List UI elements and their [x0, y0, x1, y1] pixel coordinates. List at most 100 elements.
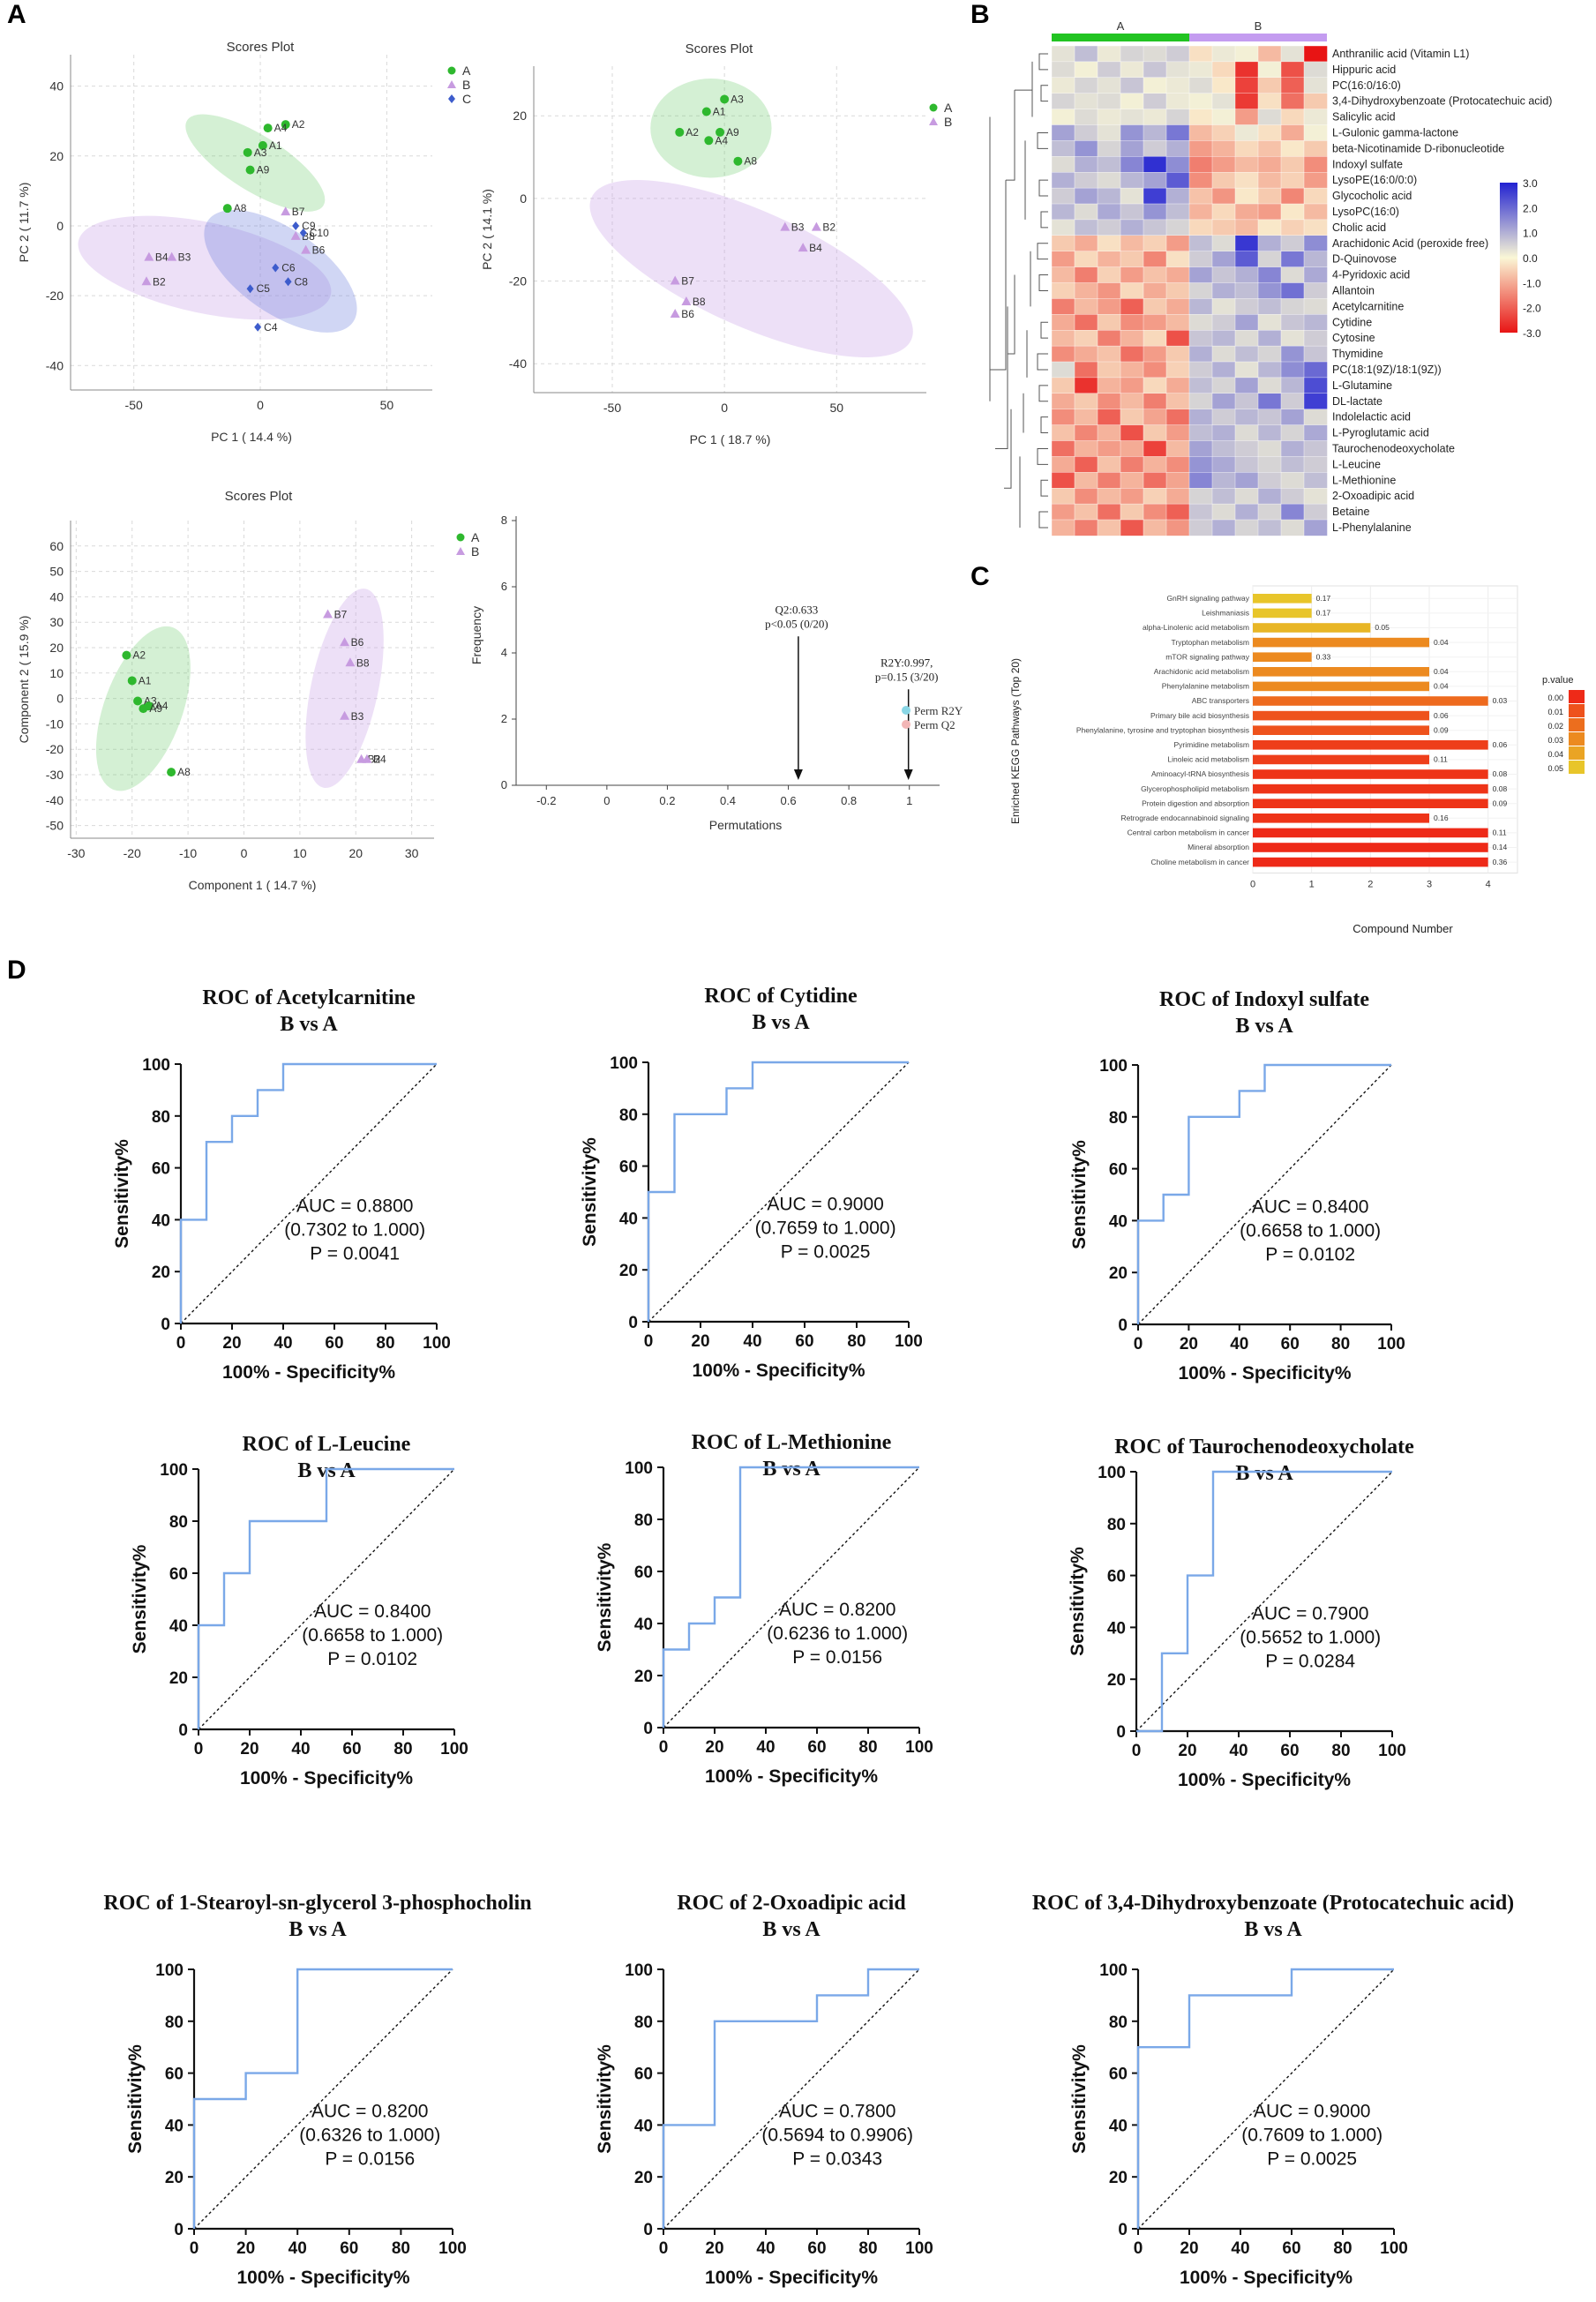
- heatmap-cell: [1257, 345, 1282, 363]
- heatmap-cell: [1280, 330, 1305, 347]
- y-tick-label: 60: [1107, 1568, 1126, 1586]
- heatmap-cell: [1143, 124, 1167, 142]
- heatmap-cell: [1074, 45, 1098, 63]
- heatmap-cell: [1303, 424, 1328, 442]
- dendrogram-branch: [1037, 447, 1048, 465]
- confidence-ellipse-B: [589, 180, 913, 357]
- heatmap-cell: [1143, 503, 1167, 521]
- roc-title: ROC of Taurochenodeoxycholate: [1114, 1436, 1414, 1458]
- x-axis-label: 100% - Specificity%: [1178, 1770, 1351, 1790]
- heatmap-cell: [1097, 440, 1121, 458]
- roc-title: ROC of Indoxyl sulfate: [1159, 988, 1369, 1011]
- heatmap-cell: [1211, 472, 1236, 489]
- point-A9: [139, 704, 148, 714]
- bar: [1253, 799, 1488, 808]
- heatmap-cell: [1280, 109, 1305, 126]
- heatmap-cell: [1165, 377, 1190, 394]
- bar-value-label: 0.09: [1493, 799, 1508, 807]
- roc-curve: [647, 1061, 909, 1322]
- y-tick-label: 100: [142, 1056, 170, 1075]
- heatmap-cell: [1257, 440, 1282, 458]
- dendrogram-branch: [1038, 385, 1048, 402]
- heatmap-cell: [1234, 203, 1259, 221]
- dendrogram-branch: [1040, 85, 1048, 102]
- category-label: Tryptophan metabolism: [1171, 638, 1249, 647]
- heatmap-cell: [1120, 519, 1144, 536]
- heatmap-cell: [1097, 298, 1121, 315]
- point-label: B2: [153, 275, 166, 288]
- row-label: L-Phenylalanine: [1332, 521, 1412, 534]
- heatmap-cell: [1074, 109, 1098, 126]
- heatmap-cell: [1165, 393, 1190, 410]
- point-label: A1: [713, 106, 726, 118]
- heatmap-cell: [1143, 440, 1167, 458]
- heatmap-cell: [1074, 251, 1098, 268]
- y-tick-label: 0: [1116, 1723, 1126, 1742]
- heatmap-cell: [1234, 488, 1259, 505]
- category-label: Arachidonic acid metabolism: [1154, 667, 1249, 676]
- heatmap-cell: [1143, 61, 1167, 79]
- auc-value: AUC = 0.7900: [1252, 1604, 1369, 1624]
- bar: [1253, 594, 1312, 604]
- colorbar-tick: -1.0: [1523, 277, 1541, 289]
- heatmap-cell: [1165, 282, 1190, 300]
- row-label: Arachidonic Acid (peroxide free): [1332, 237, 1488, 250]
- y-tick-label: 40: [169, 1617, 188, 1636]
- heatmap-cell: [1188, 156, 1213, 173]
- x-tick-label: 80: [847, 1332, 865, 1351]
- row-label: Cytidine: [1332, 316, 1372, 328]
- roc-curve: [1136, 1063, 1391, 1324]
- heatmap-cell: [1257, 298, 1282, 315]
- heatmap-cell: [1074, 203, 1098, 221]
- dendrogram-branch: [989, 116, 1015, 489]
- heatmap-cell: [1051, 377, 1075, 394]
- heatmap-cell: [1188, 140, 1213, 157]
- legend-label: Perm Q2: [914, 718, 955, 731]
- legend-swatch: [1569, 690, 1585, 703]
- dendrogram-branch: [1040, 321, 1048, 339]
- roc-title: ROC of L-Leucine: [243, 1433, 411, 1456]
- heatmap-cell: [1188, 361, 1213, 379]
- heatmap-cell: [1211, 519, 1236, 536]
- auc-ci: (0.6658 to 1.000): [1240, 1221, 1381, 1241]
- y-tick-label: 20: [634, 1668, 653, 1686]
- x-axis-label: 100% - Specificity%: [1178, 1363, 1351, 1383]
- bar-value-label: 0.03: [1493, 696, 1508, 705]
- heatmap-cell: [1165, 251, 1190, 268]
- x-tick-label: 100: [905, 1738, 933, 1757]
- heatmap-cell: [1188, 424, 1213, 442]
- p-value: P = 0.0284: [1265, 1652, 1355, 1672]
- point-label: B3: [351, 710, 364, 723]
- x-tick-label: 20: [236, 2239, 255, 2258]
- legend-title: p.value: [1542, 675, 1573, 686]
- heatmap-cell: [1303, 266, 1328, 284]
- heatmap-cell: [1120, 409, 1144, 426]
- x-tick-label: 80: [393, 1740, 412, 1758]
- row-label: L-Pyroglutamic acid: [1332, 427, 1429, 439]
- reference-diagonal: [1137, 1968, 1395, 2230]
- heatmap-cell: [1097, 235, 1121, 252]
- category-label: Phenylalanine metabolism: [1162, 682, 1249, 691]
- heatmap-cell: [1257, 203, 1282, 221]
- x-tick-label: -20: [124, 846, 141, 860]
- heatmap-cell: [1303, 519, 1328, 536]
- y-tick-label: 40: [1107, 1619, 1126, 1638]
- heatmap-cell: [1234, 472, 1259, 489]
- point-label: A4: [274, 122, 288, 134]
- point-A2: [281, 120, 290, 130]
- category-label: Pyrimidine metabolism: [1174, 740, 1250, 749]
- x-tick-label: 50: [380, 398, 394, 412]
- x-tick-label: 80: [1331, 1742, 1350, 1760]
- heatmap-cell: [1143, 203, 1167, 221]
- point-B7: [281, 206, 291, 216]
- heatmap-cell: [1097, 45, 1121, 63]
- heatmap-cell: [1165, 156, 1190, 173]
- x-axis-label: 100% - Specificity%: [236, 2268, 409, 2288]
- chart-title: Scores Plot: [225, 489, 294, 504]
- heatmap-cell: [1143, 282, 1167, 300]
- heatmap-cell: [1143, 109, 1167, 126]
- heatmap-cell: [1211, 219, 1236, 236]
- heatmap-cell: [1120, 393, 1144, 410]
- group-label-b: B: [1255, 19, 1263, 33]
